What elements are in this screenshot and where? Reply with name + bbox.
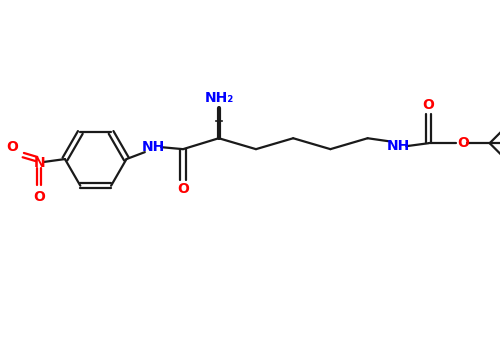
- Text: O: O: [457, 136, 469, 150]
- Text: N: N: [33, 156, 45, 170]
- Text: O: O: [7, 140, 18, 154]
- Text: O: O: [177, 182, 189, 196]
- Text: NH₂: NH₂: [205, 91, 234, 104]
- Text: O: O: [33, 190, 45, 204]
- Text: NH: NH: [387, 139, 410, 153]
- Text: O: O: [423, 98, 434, 113]
- Text: NH: NH: [142, 140, 165, 154]
